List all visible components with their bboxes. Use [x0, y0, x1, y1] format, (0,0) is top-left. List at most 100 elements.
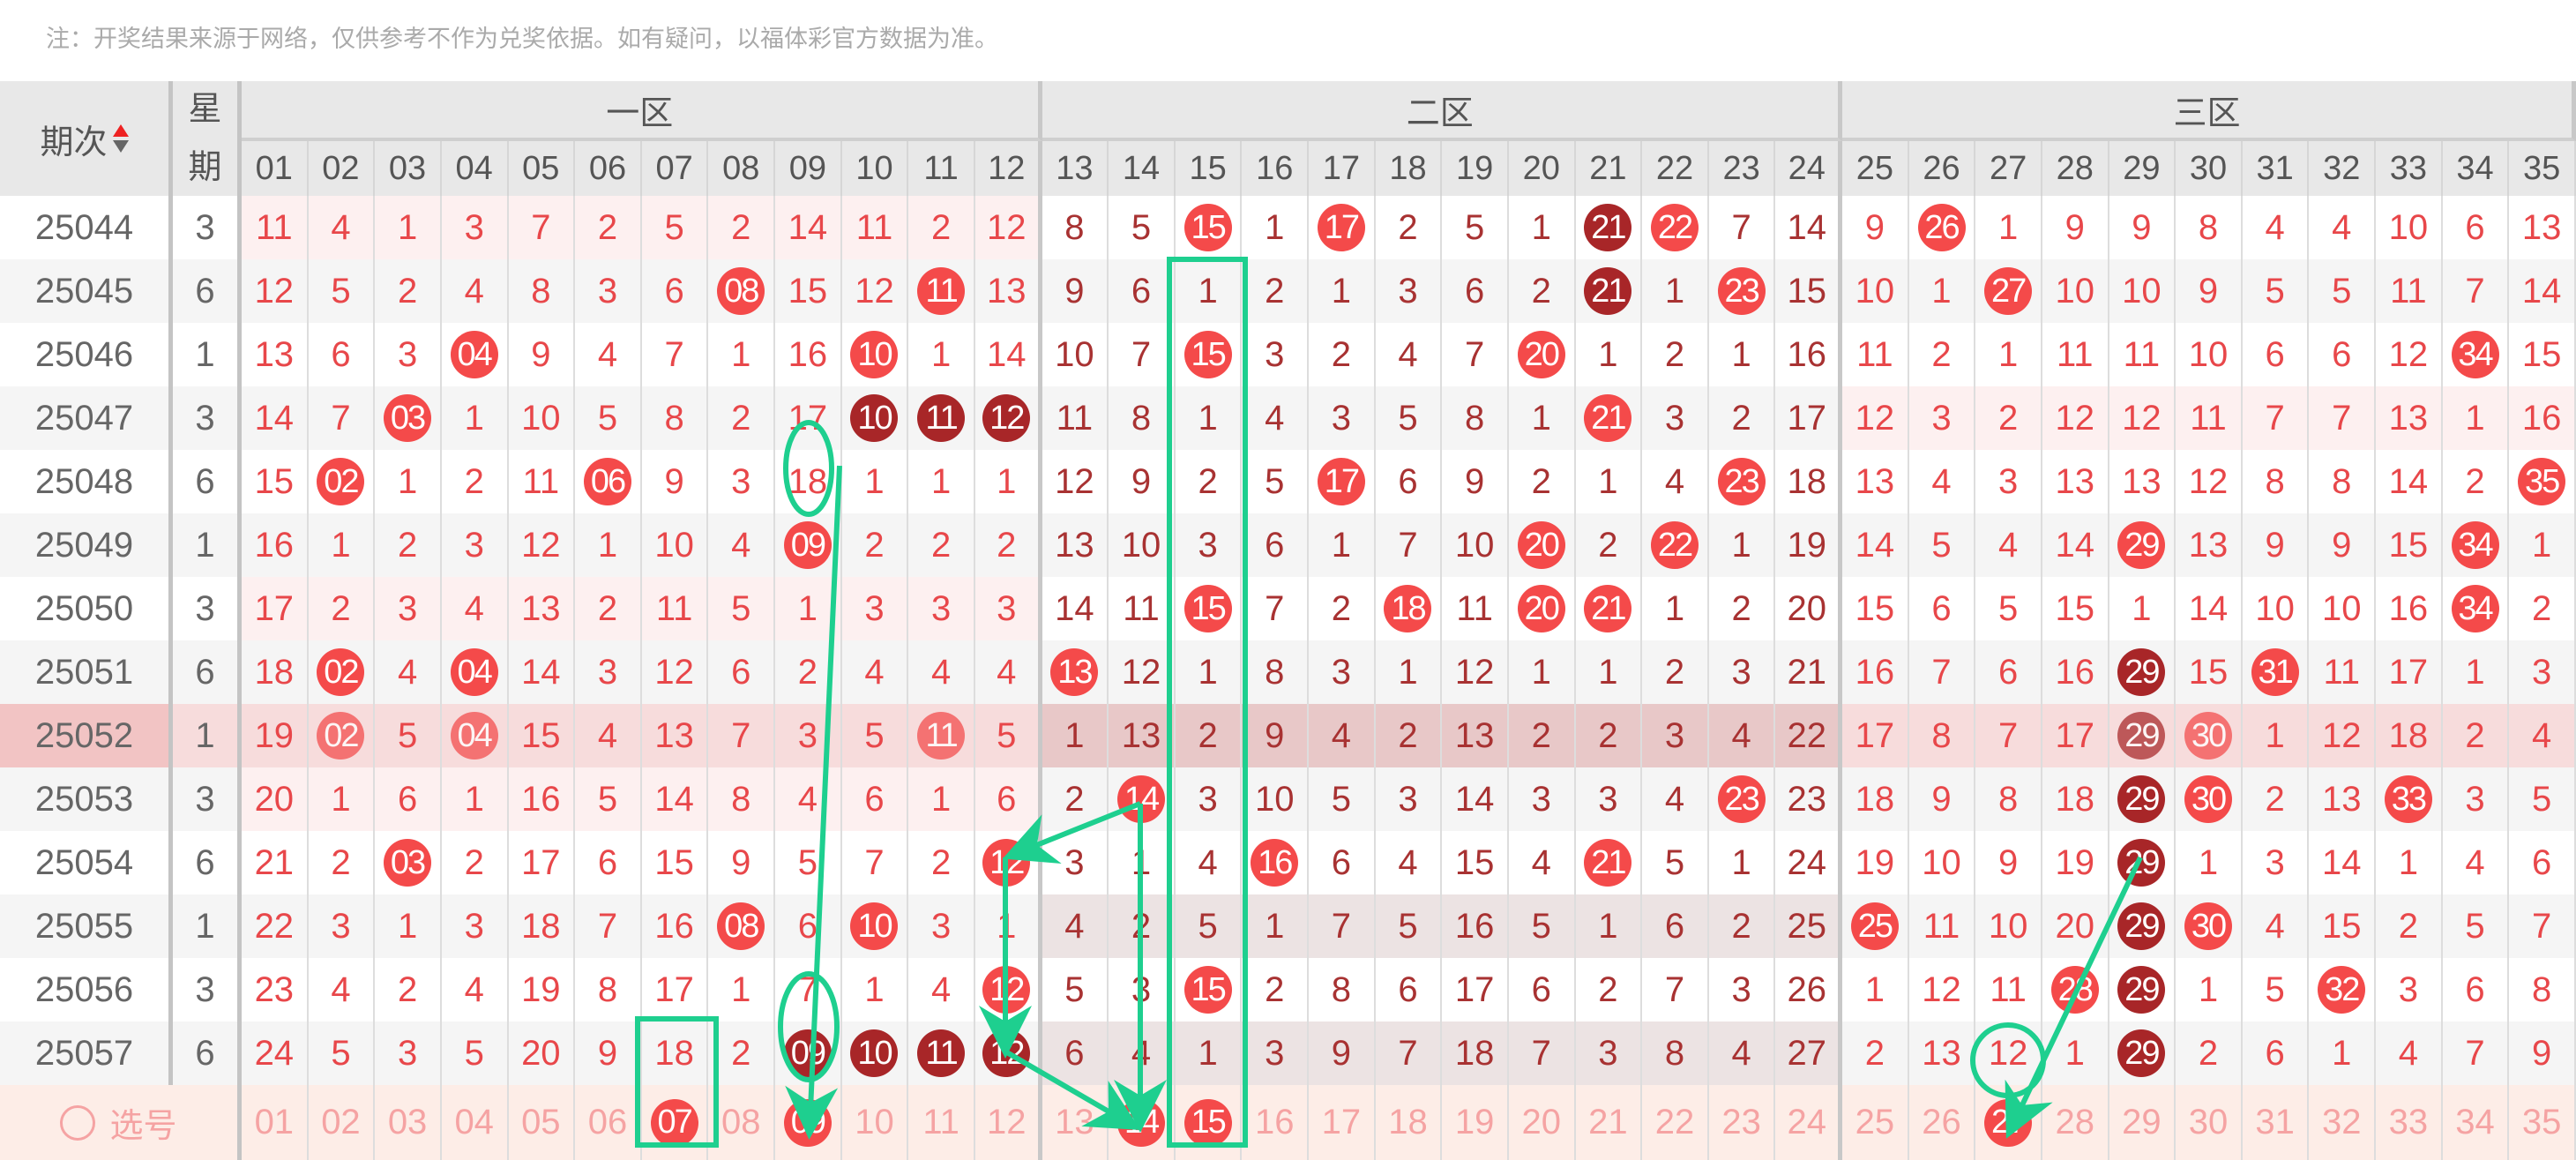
omission-cell[interactable]: 3: [2509, 640, 2576, 704]
omission-cell[interactable]: 1: [1575, 450, 1643, 513]
omission-cell[interactable]: 4: [908, 958, 975, 1022]
omission-cell[interactable]: 9: [2509, 1022, 2576, 1085]
omission-cell[interactable]: 1: [1242, 196, 1310, 259]
omission-cell[interactable]: 20: [2042, 894, 2109, 958]
omission-cell[interactable]: 12: [841, 259, 909, 323]
omission-cell[interactable]: 1: [1508, 196, 1576, 259]
omission-cell[interactable]: 18: [2042, 767, 2109, 831]
cell-10[interactable]: 10: [841, 323, 909, 386]
omission-cell[interactable]: 14: [2309, 831, 2377, 894]
omission-cell[interactable]: 6: [1908, 577, 1976, 640]
table-row[interactable]: 25048 6 15 02 1 2 11 06 9 3 18 1 1 1 12 9 2 5 17 6 9 2 1 4 23 18 1…: [0, 450, 2576, 513]
omission-cell[interactable]: 3: [1109, 958, 1176, 1022]
omission-cell[interactable]: 7: [1908, 640, 1976, 704]
omission-cell[interactable]: 3: [575, 259, 642, 323]
table-row[interactable]: 25055 1 22 3 1 3 18 7 16 08 6 10 3 1 4 2 5 1 7 5 16 5 1 6 2 25 25 1…: [0, 894, 2576, 958]
cell-23[interactable]: 23: [1708, 450, 1776, 513]
omission-cell[interactable]: 13: [1109, 704, 1176, 767]
omission-cell[interactable]: 3: [2442, 767, 2510, 831]
omission-cell[interactable]: 2: [575, 196, 642, 259]
pick-number[interactable]: 32: [2309, 1085, 2377, 1160]
omission-cell[interactable]: 2: [1575, 513, 1643, 577]
omission-cell[interactable]: 12: [1908, 958, 1976, 1022]
omission-cell[interactable]: 3: [1375, 767, 1443, 831]
number-column-header[interactable]: 34: [2442, 141, 2510, 196]
omission-cell[interactable]: 4: [1508, 831, 1576, 894]
omission-cell[interactable]: 3: [1375, 259, 1443, 323]
pick-number[interactable]: 28: [2042, 1085, 2109, 1160]
omission-cell[interactable]: 3: [974, 577, 1042, 640]
omission-cell[interactable]: 10: [641, 513, 709, 577]
pick-number[interactable]: 10: [841, 1085, 909, 1160]
omission-cell[interactable]: 1: [1975, 323, 2042, 386]
omission-cell[interactable]: 1: [1708, 831, 1776, 894]
omission-cell[interactable]: 2: [1708, 577, 1776, 640]
pick-number[interactable]: 34: [2442, 1085, 2510, 1160]
omission-cell[interactable]: 3: [2376, 958, 2443, 1022]
omission-cell[interactable]: 4: [1109, 1022, 1176, 1085]
omission-cell[interactable]: 5: [974, 704, 1042, 767]
omission-cell[interactable]: 1: [1575, 894, 1643, 958]
cell-4[interactable]: 04: [441, 704, 509, 767]
omission-cell[interactable]: 14: [2509, 259, 2576, 323]
omission-cell[interactable]: 9: [1975, 831, 2042, 894]
omission-cell[interactable]: 9: [2242, 513, 2310, 577]
omission-cell[interactable]: 1: [841, 450, 909, 513]
omission-cell[interactable]: 14: [2042, 513, 2109, 577]
omission-cell[interactable]: 2: [308, 577, 376, 640]
omission-cell[interactable]: 12: [508, 513, 576, 577]
number-column-header[interactable]: 05: [508, 141, 576, 196]
pick-number-selected[interactable]: 14: [1109, 1085, 1176, 1160]
omission-cell[interactable]: 5: [775, 831, 842, 894]
omission-cell[interactable]: 23: [1775, 767, 1843, 831]
number-column-header[interactable]: 35: [2509, 141, 2576, 196]
omission-cell[interactable]: 7: [2309, 386, 2377, 450]
cell-34[interactable]: 34: [2442, 577, 2510, 640]
omission-cell[interactable]: 6: [1508, 958, 1576, 1022]
omission-cell[interactable]: 1: [2442, 640, 2510, 704]
omission-cell[interactable]: 8: [1908, 704, 1976, 767]
omission-cell[interactable]: 1: [375, 196, 442, 259]
cell-4[interactable]: 04: [441, 640, 509, 704]
omission-cell[interactable]: 1: [2042, 1022, 2109, 1085]
omission-cell[interactable]: 15: [1842, 577, 1909, 640]
omission-cell[interactable]: 4: [775, 767, 842, 831]
omission-cell[interactable]: 1: [441, 767, 509, 831]
omission-cell[interactable]: 22: [242, 894, 309, 958]
omission-cell[interactable]: 9: [1109, 450, 1176, 513]
omission-cell[interactable]: 4: [2242, 894, 2310, 958]
number-column-header[interactable]: 33: [2376, 141, 2443, 196]
omission-cell[interactable]: 21: [242, 831, 309, 894]
omission-cell[interactable]: 9: [2042, 196, 2109, 259]
omission-cell[interactable]: 4: [2442, 831, 2510, 894]
omission-cell[interactable]: 15: [641, 831, 709, 894]
pick-number[interactable]: 04: [441, 1085, 509, 1160]
cell-11[interactable]: 11: [908, 386, 975, 450]
pick-number[interactable]: 21: [1575, 1085, 1643, 1160]
table-row[interactable]: 25044 3 11 4 1 3 7 2 5 2 14 11 2 12 8 5 15 1 17 2 5 1 21 22 7 14 9…: [0, 196, 2576, 259]
omission-cell[interactable]: 5: [375, 704, 442, 767]
omission-cell[interactable]: 9: [708, 831, 776, 894]
number-column-header[interactable]: 31: [2242, 141, 2310, 196]
number-column-header[interactable]: 28: [2042, 141, 2109, 196]
cell-30[interactable]: 30: [2176, 894, 2243, 958]
cell-29[interactable]: 29: [2109, 831, 2177, 894]
cell-29[interactable]: 29: [2109, 1022, 2177, 1085]
omission-cell[interactable]: 7: [2509, 894, 2576, 958]
number-column-header[interactable]: 20: [1508, 141, 1576, 196]
omission-cell[interactable]: 1: [2442, 386, 2510, 450]
omission-cell[interactable]: 9: [2109, 196, 2177, 259]
omission-cell[interactable]: 11: [2042, 323, 2109, 386]
omission-cell[interactable]: 3: [1175, 513, 1243, 577]
omission-cell[interactable]: 4: [1708, 1022, 1776, 1085]
pick-number[interactable]: 08: [708, 1085, 776, 1160]
omission-cell[interactable]: 4: [1309, 704, 1376, 767]
number-column-header[interactable]: 16: [1242, 141, 1310, 196]
omission-cell[interactable]: 5: [2309, 259, 2377, 323]
omission-cell[interactable]: 6: [2442, 958, 2510, 1022]
omission-cell[interactable]: 8: [2242, 450, 2310, 513]
pick-number[interactable]: 24: [1775, 1085, 1843, 1160]
cell-11[interactable]: 11: [908, 1022, 975, 1085]
omission-cell[interactable]: 1: [708, 958, 776, 1022]
number-column-header[interactable]: 12: [974, 141, 1042, 196]
